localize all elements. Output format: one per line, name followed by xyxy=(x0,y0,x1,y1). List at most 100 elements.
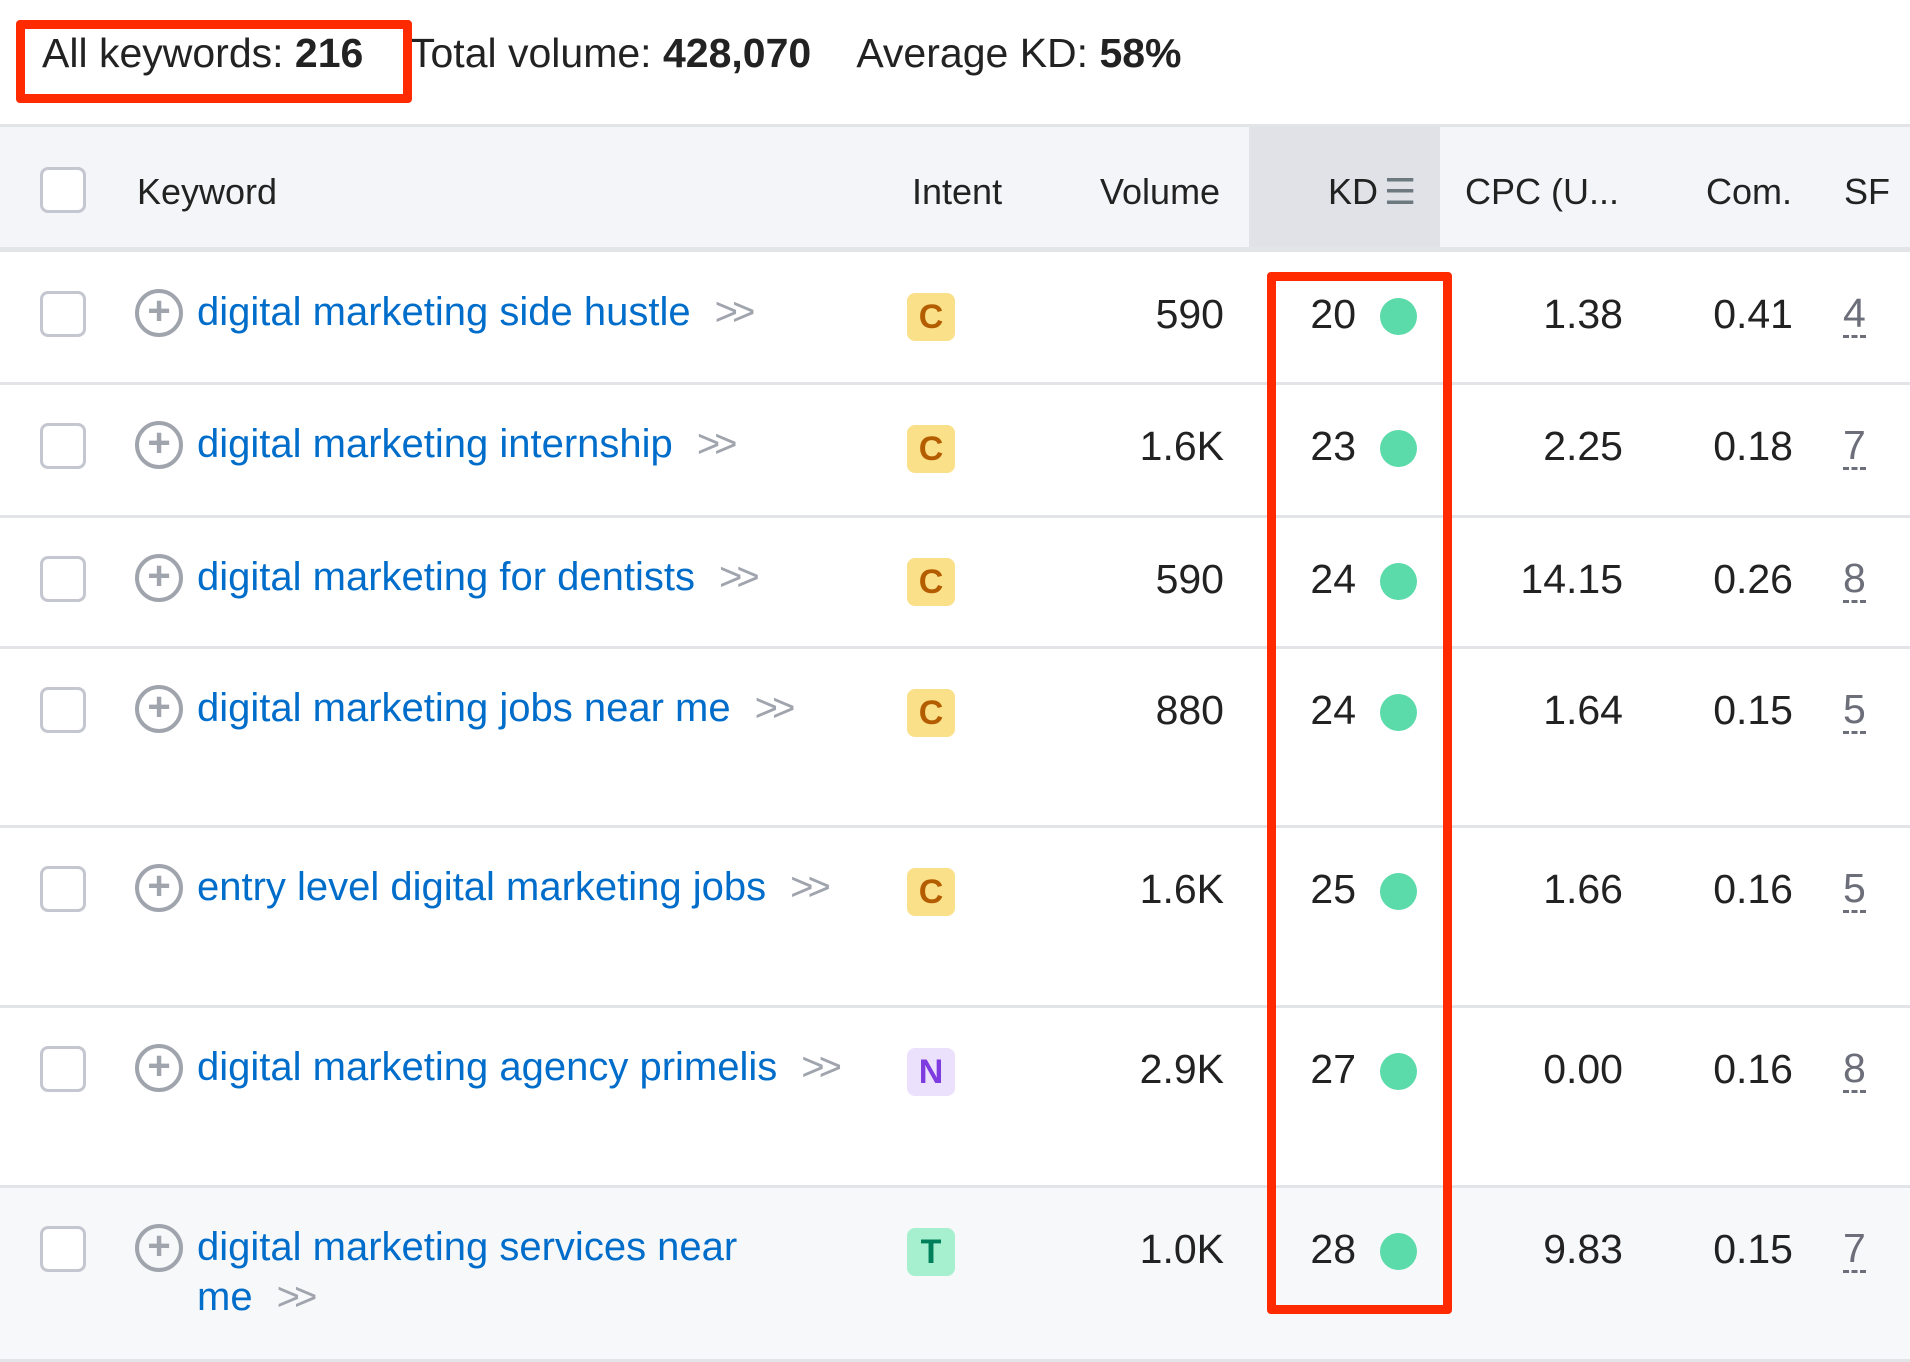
chevron-double-right-icon[interactable]: >> xyxy=(801,1045,842,1089)
keyword-text[interactable]: digital marketing for dentists xyxy=(197,555,696,599)
row-checkbox[interactable] xyxy=(40,687,86,733)
kd-value: 28 xyxy=(1310,1226,1356,1272)
chevron-double-right-icon[interactable]: >> xyxy=(696,422,738,466)
keyword-link[interactable]: digital marketing jobs near me >> xyxy=(197,683,837,733)
keyword-link[interactable]: digital marketing for dentists >> xyxy=(197,552,837,602)
kd-status-dot xyxy=(1380,1233,1417,1270)
kd-label: KD xyxy=(1328,171,1379,212)
add-to-list-icon[interactable]: + xyxy=(135,289,183,337)
cpc-value: 14.15 xyxy=(1520,556,1623,602)
keyword-link[interactable]: digital marketing agency primelis >> xyxy=(197,1042,842,1092)
add-to-list-icon[interactable]: + xyxy=(135,1224,183,1272)
kd-value: 25 xyxy=(1310,866,1356,912)
table-row: + digital marketing for dentists >> C 590… xyxy=(0,518,1910,649)
kd-status-dot xyxy=(1380,873,1417,910)
header-sf[interactable]: SF xyxy=(1844,171,1891,212)
kd-status-dot xyxy=(1380,1053,1417,1090)
add-to-list-icon[interactable]: + xyxy=(135,864,183,912)
volume-value: 590 xyxy=(1155,291,1224,337)
kd-status-dot xyxy=(1380,298,1417,335)
kd-status-dot xyxy=(1380,694,1417,731)
serp-features-link[interactable]: 5 xyxy=(1843,686,1866,734)
keyword-summary: All keywords: 216 Total volume: 428,070 … xyxy=(42,30,1218,77)
table-row: + digital marketing jobs near me >> C 880… xyxy=(0,649,1910,828)
chevron-double-right-icon[interactable]: >> xyxy=(714,290,756,334)
select-all-checkbox[interactable] xyxy=(40,167,86,213)
volume-value: 1.6K xyxy=(1139,423,1224,469)
header-com[interactable]: Com. xyxy=(1706,171,1793,212)
chevron-double-right-icon[interactable]: >> xyxy=(754,686,796,730)
competition-value: 0.26 xyxy=(1713,556,1793,602)
intent-badge: N xyxy=(907,1048,955,1096)
serp-features-link[interactable]: 8 xyxy=(1843,555,1866,603)
table-row: + digital marketing agency primelis >> N … xyxy=(0,1008,1910,1188)
cpc-value: 0.00 xyxy=(1543,1046,1623,1092)
header-keyword[interactable]: Keyword xyxy=(137,171,278,212)
cpc-value: 9.83 xyxy=(1543,1226,1623,1272)
add-to-list-icon[interactable]: + xyxy=(135,554,183,602)
cpc-value: 1.64 xyxy=(1543,687,1623,733)
volume-value: 1.0K xyxy=(1139,1226,1224,1272)
keyword-text[interactable]: digital marketing side hustle xyxy=(197,290,691,334)
table-row: + entry level digital marketing jobs >> C… xyxy=(0,828,1910,1008)
serp-features-link[interactable]: 7 xyxy=(1843,422,1866,470)
intent-badge: C xyxy=(907,293,955,341)
intent-badge: C xyxy=(907,868,955,916)
competition-value: 0.16 xyxy=(1713,1046,1793,1092)
header-kd[interactable]: KD ☰ xyxy=(1328,171,1416,213)
chevron-double-right-icon[interactable]: >> xyxy=(790,865,831,909)
header-cpc[interactable]: CPC (U... xyxy=(1465,171,1620,212)
header-intent[interactable]: Intent xyxy=(912,171,1003,212)
cpc-value: 1.38 xyxy=(1543,291,1623,337)
serp-features-link[interactable]: 5 xyxy=(1843,865,1866,913)
chevron-double-right-icon[interactable]: >> xyxy=(719,555,760,599)
keyword-link[interactable]: digital marketing internship >> xyxy=(197,419,837,469)
keyword-text[interactable]: entry level digital marketing jobs xyxy=(197,865,767,909)
sort-icon[interactable]: ☰ xyxy=(1384,171,1417,212)
volume-value: 880 xyxy=(1155,687,1224,733)
serp-features-link[interactable]: 7 xyxy=(1843,1225,1866,1273)
keyword-link[interactable]: digital marketing services near me >> xyxy=(197,1222,837,1322)
kd-value: 24 xyxy=(1310,687,1356,733)
kd-sorted-column-bg xyxy=(1249,127,1440,247)
keyword-link[interactable]: digital marketing side hustle >> xyxy=(197,287,837,337)
add-to-list-icon[interactable]: + xyxy=(135,685,183,733)
row-checkbox[interactable] xyxy=(40,1046,86,1092)
row-checkbox[interactable] xyxy=(40,1226,86,1272)
competition-value: 0.15 xyxy=(1713,687,1793,733)
volume-value: 2.9K xyxy=(1139,1046,1224,1092)
total-volume: Total volume: 428,070 xyxy=(410,30,812,76)
table-row: + digital marketing internship >> C 1.6K … xyxy=(0,385,1910,518)
keyword-link[interactable]: entry level digital marketing jobs >> xyxy=(197,862,837,912)
row-checkbox[interactable] xyxy=(40,291,86,337)
add-to-list-icon[interactable]: + xyxy=(135,1044,183,1092)
all-keywords-count: All keywords: 216 xyxy=(42,30,364,76)
keyword-text[interactable]: digital marketing internship xyxy=(197,422,673,466)
competition-value: 0.16 xyxy=(1713,866,1793,912)
add-to-list-icon[interactable]: + xyxy=(135,421,183,469)
keyword-text[interactable]: digital marketing jobs near me xyxy=(197,686,731,730)
keyword-text[interactable]: digital marketing services near me xyxy=(197,1225,738,1319)
competition-value: 0.41 xyxy=(1713,291,1793,337)
intent-badge: C xyxy=(907,558,955,606)
competition-value: 0.18 xyxy=(1713,423,1793,469)
serp-features-link[interactable]: 4 xyxy=(1843,290,1866,338)
intent-badge: T xyxy=(907,1228,955,1276)
kd-status-dot xyxy=(1380,563,1417,600)
table-header: Keyword Intent Volume KD ☰ CPC (U... Com.… xyxy=(0,124,1910,252)
header-volume[interactable]: Volume xyxy=(1100,171,1221,212)
volume-value: 1.6K xyxy=(1139,866,1224,912)
kd-value: 27 xyxy=(1310,1046,1356,1092)
intent-badge: C xyxy=(907,689,955,737)
kd-status-dot xyxy=(1380,430,1417,467)
row-checkbox[interactable] xyxy=(40,866,86,912)
keyword-text[interactable]: digital marketing agency primelis xyxy=(197,1045,778,1089)
competition-value: 0.15 xyxy=(1713,1226,1793,1272)
row-checkbox[interactable] xyxy=(40,423,86,469)
table-row: + digital marketing side hustle >> C 590 … xyxy=(0,253,1910,385)
row-checkbox[interactable] xyxy=(40,556,86,602)
cpc-value: 1.66 xyxy=(1543,866,1623,912)
serp-features-link[interactable]: 8 xyxy=(1843,1045,1866,1093)
average-kd: Average KD: 58% xyxy=(856,30,1182,76)
chevron-double-right-icon[interactable]: >> xyxy=(276,1275,318,1319)
